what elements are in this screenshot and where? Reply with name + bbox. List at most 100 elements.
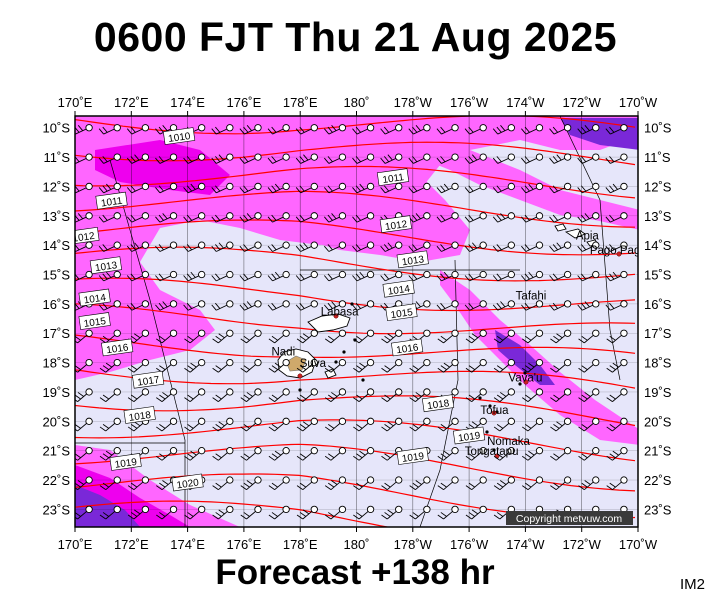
wind-barb (464, 270, 487, 282)
wind-barb (492, 241, 515, 252)
wind-barb (409, 358, 431, 373)
wind-barb (98, 241, 121, 252)
precip-heavy-tonga (495, 330, 555, 385)
wind-barb (465, 358, 487, 373)
isobar-label: 1015 (385, 303, 418, 321)
wind-barb (156, 329, 178, 344)
wind-barb (211, 241, 234, 252)
latitude-label: 22˚S (43, 473, 71, 488)
wind-barb (127, 388, 150, 402)
town-marker (616, 251, 622, 257)
wind-barb (437, 329, 459, 344)
wind-barb (550, 358, 572, 373)
wind-barb (352, 212, 375, 223)
wind-barb (211, 300, 234, 311)
wind-barb (521, 182, 544, 194)
wind-barb (323, 124, 347, 135)
wind-barb (381, 476, 403, 491)
longitude-label: 170˚E (58, 95, 93, 110)
latitude-label: 17˚S (644, 326, 672, 341)
latitude-label: 21˚S (644, 444, 672, 459)
wind-barb (212, 329, 234, 344)
wind-barb (352, 241, 375, 252)
place-label: Apia (576, 230, 600, 242)
wind-barb (183, 153, 206, 164)
isobar-label: 1019 (109, 453, 142, 471)
wind-barb (381, 417, 403, 432)
wind-barb (353, 388, 375, 402)
wind-barb (75, 417, 93, 432)
wind-barb (549, 124, 572, 135)
wind-barb (492, 182, 515, 194)
wind-barb (437, 417, 459, 432)
wind-barb (156, 417, 178, 432)
longitude-label: 176˚W (450, 95, 489, 110)
wind-barb (126, 153, 150, 164)
wind-barb (464, 182, 487, 194)
isobar-label-text: 1019 (458, 430, 482, 444)
precip-band-northeast (350, 118, 638, 230)
latitude-label: 19˚S (644, 385, 672, 400)
wind-barb (239, 270, 262, 282)
small-island (485, 430, 489, 434)
wind-barb (606, 358, 628, 373)
wind-barb (521, 447, 544, 461)
longitude-labels-bottom: 170˚E 172˚E 174˚E 176˚E 178˚E 180˚ 178˚W 176˚W 1… (58, 527, 658, 552)
wind-barb (268, 388, 290, 402)
wind-barb (380, 241, 403, 252)
longitude-label: 178˚E (283, 537, 318, 552)
wind-barb (126, 212, 150, 223)
wind-barb (464, 241, 487, 252)
isobar-line (75, 219, 636, 256)
wind-barb (521, 241, 544, 252)
place-label: Nadi (271, 346, 295, 358)
isobar-label-text: 1014 (387, 284, 411, 298)
wind-barb (184, 388, 206, 402)
wind-barb (381, 329, 403, 344)
wind-barb (99, 476, 121, 491)
wind-barb (437, 358, 459, 373)
wind-barb (99, 388, 121, 402)
wind-barb (126, 300, 150, 311)
wind-barb (240, 447, 262, 461)
wind-barb (550, 417, 572, 432)
wind-barb (98, 212, 121, 223)
wind-barb (239, 153, 262, 164)
wind-barb (240, 388, 262, 402)
isobar-label: 1010 (162, 127, 196, 145)
longitude-label: 176˚E (227, 537, 262, 552)
town-marker (297, 373, 303, 379)
isobar-label-text: 1016 (396, 342, 420, 356)
wind-barb (267, 241, 290, 252)
latitude-label: 10˚S (644, 121, 672, 136)
wind-barb (127, 505, 150, 520)
small-island (518, 382, 522, 386)
isobar-label-text: 1013 (401, 254, 425, 268)
wind-barb (75, 212, 93, 223)
place-label: Tongatapu (465, 446, 519, 458)
wind-barb (436, 212, 459, 223)
longitude-labels-top: 170˚E 172˚E 174˚E 176˚E 178˚E 180˚ 178˚W 176˚W 1… (58, 95, 658, 116)
wind-barb (324, 447, 347, 461)
wind-barb (239, 182, 262, 194)
wind-barb (156, 505, 178, 520)
wind-barb (99, 505, 121, 520)
wind-barb (578, 329, 600, 344)
boundary-line (419, 259, 459, 527)
wind-barb (577, 300, 600, 311)
isobar-label-text: 1015 (390, 307, 414, 321)
isobar-label: 1016 (391, 338, 424, 356)
wind-barb (324, 388, 347, 402)
isobar-label-text: 1019 (114, 457, 138, 471)
isobar-label: 1018 (123, 406, 156, 424)
isobar-label: 1014 (382, 279, 415, 298)
island-upolu (564, 228, 586, 239)
place-label: Labasa (321, 307, 359, 319)
small-island (298, 388, 302, 392)
wind-barb (211, 182, 234, 194)
latitude-label: 11˚S (644, 150, 671, 165)
wind-barb (75, 182, 93, 194)
wind-barb (323, 212, 347, 223)
wind-barb (381, 505, 403, 520)
precip-heavy-northeast (560, 118, 638, 150)
